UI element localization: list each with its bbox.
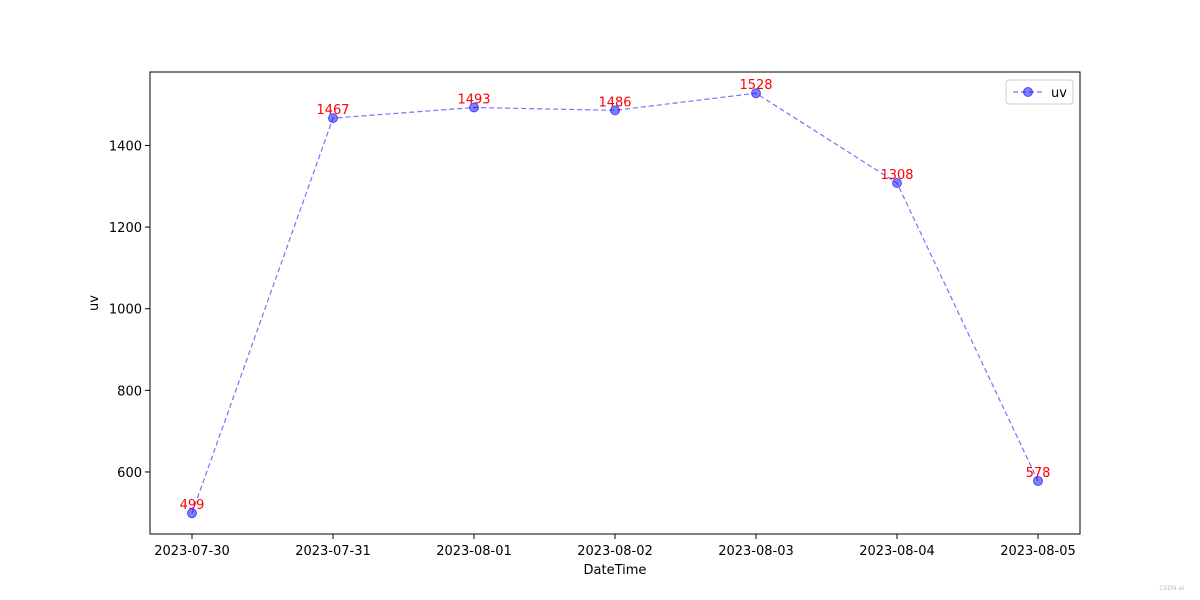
data-point	[328, 113, 338, 124]
legend: uv	[1005, 79, 1074, 105]
data-point	[1033, 475, 1043, 486]
x-tick-label: 2023-07-30	[154, 544, 230, 559]
x-tick-label: 2023-08-01	[436, 544, 512, 559]
x-axis-title: DateTime	[584, 563, 647, 578]
data-label: 1486	[598, 95, 631, 110]
watermark: CSDN-ai	[1159, 585, 1184, 592]
plot-area: 499 1467 1493 1486 1528 1308 578	[180, 78, 1051, 519]
x-tick-label: 2023-08-05	[1000, 544, 1076, 559]
y-tick-label: 600	[117, 466, 142, 481]
data-label: 578	[1026, 466, 1051, 481]
data-label: 1308	[880, 168, 913, 183]
data-point	[187, 508, 197, 519]
x-tick-label: 2023-08-04	[859, 544, 935, 559]
data-label: 1493	[457, 93, 490, 108]
axes: 600 800 1000 1200 1400 2023-07-30 2023-07-31 20…	[87, 71, 1081, 578]
data-point	[469, 102, 479, 113]
y-tick-label: 800	[117, 384, 142, 399]
data-point	[610, 105, 620, 116]
data-label: 1467	[316, 103, 349, 118]
series-line	[191, 92, 1039, 514]
legend-marker	[1023, 87, 1033, 97]
data-point	[892, 178, 902, 189]
plot-frame	[149, 71, 1081, 535]
data-label: 1528	[739, 78, 772, 93]
y-tick-label: 1000	[109, 303, 142, 318]
x-tick-label: 2023-08-03	[718, 544, 794, 559]
y-axis-title: uv	[87, 295, 102, 311]
legend-label: uv	[1051, 86, 1067, 101]
x-tick-label: 2023-08-02	[577, 544, 653, 559]
data-label: 499	[180, 498, 205, 513]
y-tick-label: 1400	[109, 139, 142, 154]
y-tick-label: 1200	[109, 221, 142, 236]
x-tick-label: 2023-07-31	[295, 544, 371, 559]
data-point	[751, 88, 761, 99]
